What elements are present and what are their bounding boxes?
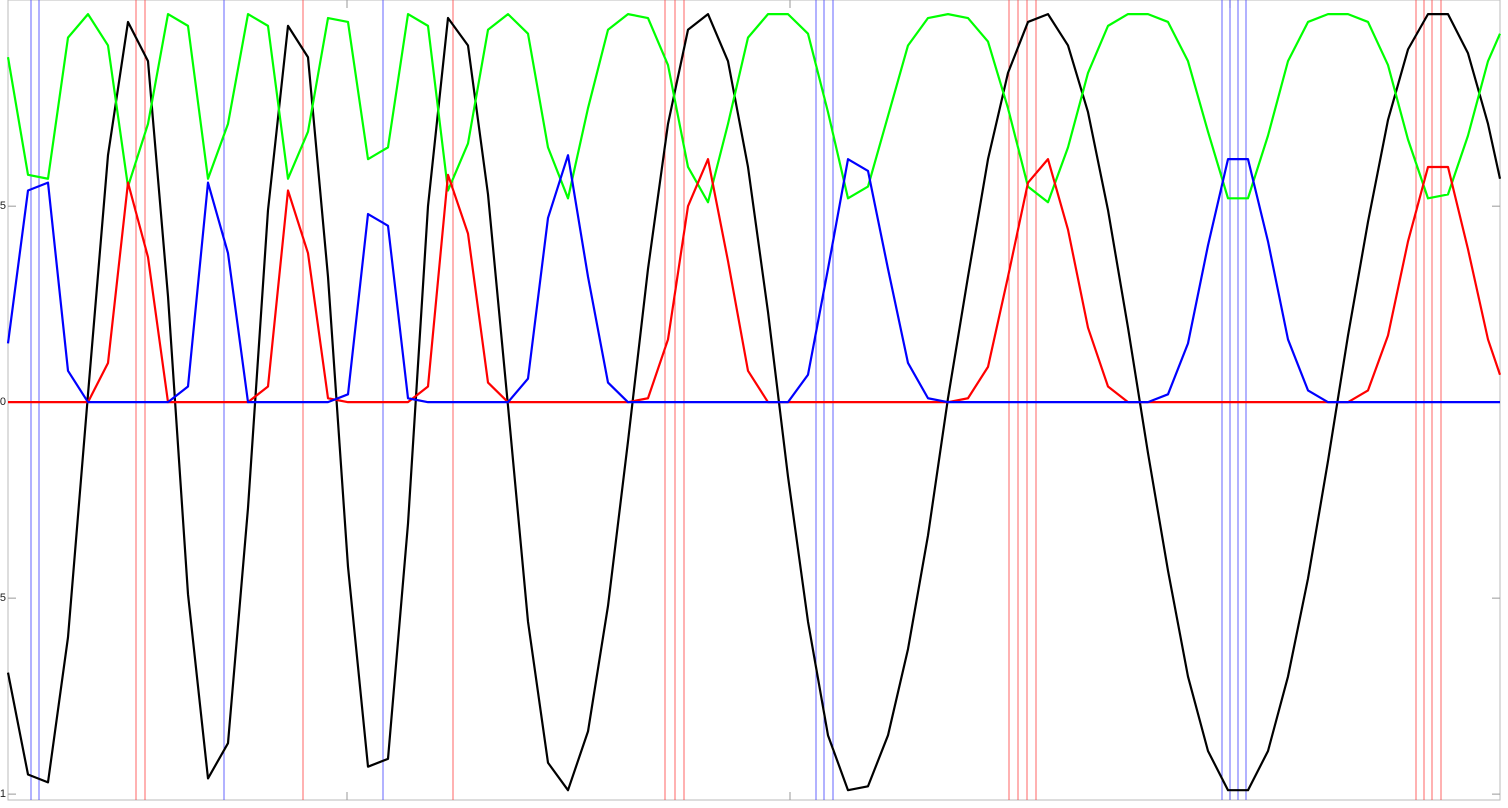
y-tick-label: 0 [0,396,6,408]
plot-frame [7,0,1501,801]
series-line [8,158,1502,404]
y-tick-label: 5 [0,200,6,212]
y-tick-label: 1 [0,788,6,800]
y-tick-label: 5 [0,592,6,604]
series-line [6,13,1502,792]
series-line [6,13,1502,204]
series-line [6,154,1500,404]
